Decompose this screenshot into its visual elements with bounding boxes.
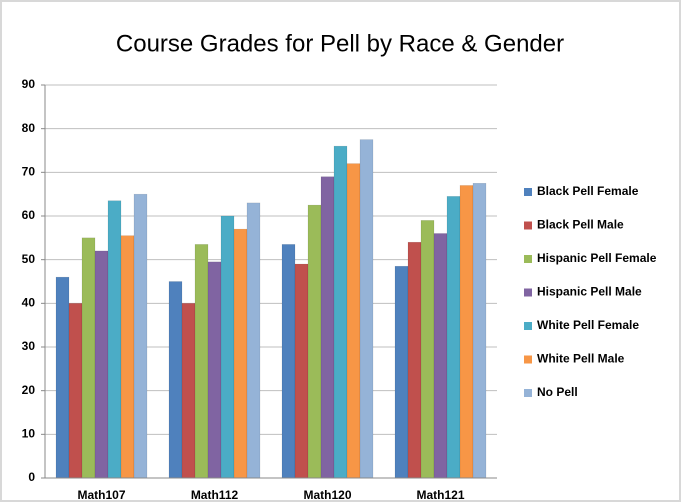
bar: [394, 265, 409, 479]
y-tick-label: 80: [22, 121, 36, 135]
chart-title: Course Grades for Pell by Race & Gender: [116, 30, 564, 57]
legend-swatch: [524, 255, 532, 263]
y-tick-label: 0: [28, 470, 35, 484]
bar: [294, 263, 309, 479]
bar: [194, 244, 209, 479]
bar: [81, 237, 96, 479]
bar: [168, 281, 183, 479]
bar: [181, 303, 196, 479]
legend-label: White Pell Female: [537, 318, 639, 332]
y-tick-label: 90: [22, 77, 36, 91]
bar: [220, 215, 235, 479]
x-tick-label: Math107: [77, 488, 125, 502]
y-tick-label: 10: [22, 427, 36, 441]
bar: [68, 303, 83, 479]
bar: [281, 244, 296, 479]
bar: [433, 233, 448, 479]
bar: [307, 204, 322, 479]
bar: [233, 228, 248, 479]
legend-label: Hispanic Pell Female: [537, 251, 657, 265]
bar: [407, 241, 422, 479]
bar: [333, 145, 348, 479]
bar: [246, 202, 261, 479]
legend-swatch: [524, 221, 532, 230]
legend-label: Hispanic Pell Male: [537, 285, 642, 299]
legend-swatch: [524, 322, 532, 330]
bar: [420, 220, 435, 479]
y-tick-label: 70: [22, 165, 36, 179]
bar: [472, 183, 487, 479]
bar: [446, 196, 461, 479]
y-tick-label: 50: [22, 252, 36, 266]
bar: [120, 235, 135, 479]
bar: [207, 261, 222, 479]
bar: [346, 163, 361, 479]
x-tick-label: Math121: [416, 488, 464, 502]
legend-swatch: [524, 355, 532, 364]
bar: [94, 250, 109, 479]
bar: [320, 176, 335, 479]
x-tick-label: Math112: [191, 488, 239, 502]
legend-label: White Pell Male: [537, 352, 625, 366]
bar: [459, 185, 474, 479]
legend-swatch: [524, 188, 532, 196]
bar: [133, 193, 148, 479]
y-tick-label: 30: [22, 339, 36, 353]
legend-label: Black Pell Female: [537, 184, 639, 198]
legend-swatch: [524, 389, 532, 397]
y-tick-label: 40: [22, 296, 36, 310]
legend-label: Black Pell Male: [537, 218, 624, 232]
legend-label: No Pell: [537, 385, 578, 399]
bar: [107, 200, 122, 479]
bar: [55, 276, 70, 479]
x-tick-label: Math120: [303, 488, 351, 502]
bar: [359, 139, 374, 479]
legend-swatch: [524, 288, 532, 297]
y-tick-label: 20: [22, 383, 36, 397]
y-tick-label: 60: [22, 208, 36, 222]
